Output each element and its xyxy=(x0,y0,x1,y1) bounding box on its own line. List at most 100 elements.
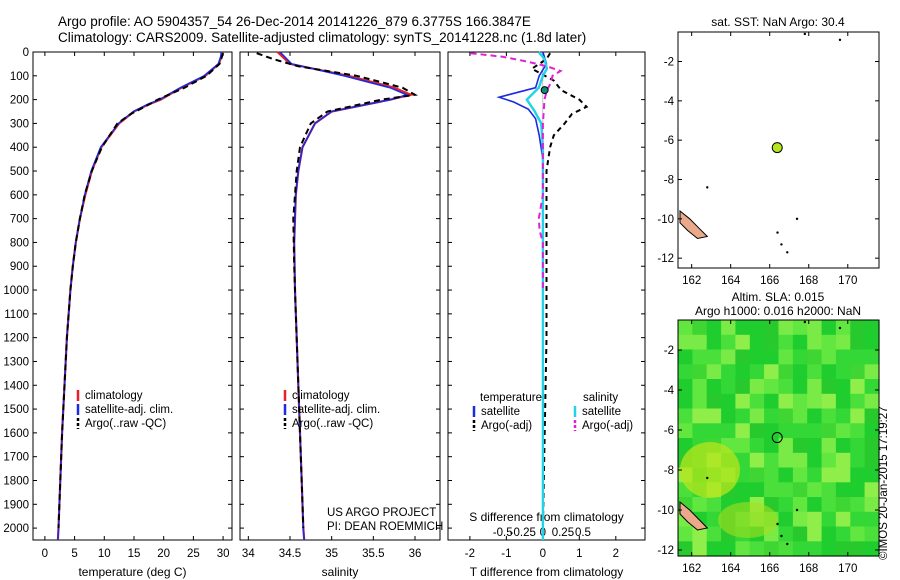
sla-cell xyxy=(792,511,808,528)
sla-cell xyxy=(778,541,794,557)
sla-cell xyxy=(792,364,808,380)
y-tick-label: -2 xyxy=(664,57,674,69)
pi-annotation: PI: DEAN ROEMMICH xyxy=(327,521,443,533)
sla-cell xyxy=(749,408,765,424)
sst-map-title: sat. SST: NaN Argo: 30.4 xyxy=(711,15,845,29)
sla-cell xyxy=(807,334,823,351)
sla-cell xyxy=(706,526,722,542)
x-tick-label: 15 xyxy=(128,548,141,560)
island-land xyxy=(679,500,709,531)
sla-cell xyxy=(692,334,708,351)
islet xyxy=(780,243,783,246)
sla-cell xyxy=(749,438,765,454)
sla-cell xyxy=(835,364,851,380)
sla-cell xyxy=(706,334,722,351)
sla-cell xyxy=(850,452,866,469)
sla-map-title-2: Argo h1000: 0.016 h2000: NaN xyxy=(695,304,861,318)
x-tick-label: 168 xyxy=(799,563,818,575)
float-position-marker xyxy=(771,142,783,154)
sla-cell xyxy=(749,467,765,483)
sla-cell xyxy=(764,349,780,365)
sla-cell xyxy=(835,467,851,483)
sla-cell xyxy=(764,379,780,395)
sla-cell xyxy=(778,349,794,365)
sla-cell xyxy=(807,452,823,469)
series-line-temperature-satellite xyxy=(496,51,548,540)
islet xyxy=(803,32,807,36)
sla-cell xyxy=(706,423,722,439)
sla-cell xyxy=(850,511,866,528)
sla-cell xyxy=(864,423,880,439)
sla-cell xyxy=(807,541,823,557)
sla-cell xyxy=(807,393,823,410)
x-tick-label: 0 xyxy=(42,548,48,560)
legend-label: Argo(-adj) xyxy=(582,420,633,432)
sla-cell xyxy=(706,408,722,424)
sla-cell xyxy=(721,393,737,410)
sla-cell xyxy=(850,408,866,424)
sla-cell xyxy=(792,379,808,395)
islet xyxy=(795,508,799,512)
sla-cell xyxy=(764,423,780,439)
sla-cell xyxy=(807,408,823,424)
sla-cell xyxy=(692,541,708,557)
legend-label: satellite-adj. clim. xyxy=(292,404,380,416)
x-tick-label: 20 xyxy=(157,548,170,560)
sla-cell xyxy=(735,482,751,498)
sla-cell xyxy=(807,511,823,528)
sla-cell xyxy=(678,379,693,395)
x-tick-label: 162 xyxy=(682,275,701,287)
sla-map-panel: 162 164 166 168 170 -2 -4 -6 -8 -10 -12 Altim. SLA:… xyxy=(657,290,880,575)
sla-cell xyxy=(749,482,765,498)
sla-cell xyxy=(850,526,866,542)
sla-cell xyxy=(764,364,780,380)
sla-cell xyxy=(749,334,765,351)
sla-cell xyxy=(735,379,751,395)
sla-cell xyxy=(692,364,708,380)
series-line-argo-raw-qc- xyxy=(57,52,225,529)
sla-cell xyxy=(821,423,837,439)
sla-cell xyxy=(792,320,808,336)
x-tick-label: 170 xyxy=(838,275,857,287)
sla-cell xyxy=(764,334,780,351)
islet xyxy=(803,320,807,324)
sla-cell xyxy=(835,526,851,542)
sla-cell xyxy=(850,423,866,439)
x-tick-label: 166 xyxy=(760,563,779,575)
y-tick-label: -6 xyxy=(664,425,674,437)
sla-cell xyxy=(835,438,851,454)
sla-cell xyxy=(864,379,880,395)
y-tick-label: -4 xyxy=(664,385,675,397)
sla-cell xyxy=(864,408,880,424)
sla-cell xyxy=(692,423,708,439)
sla-cell xyxy=(749,452,765,469)
sla-cell xyxy=(850,349,866,365)
plot-frame xyxy=(32,51,233,541)
sla-cell xyxy=(735,349,751,365)
sla-cell xyxy=(821,364,837,380)
sla-cell xyxy=(764,452,780,469)
imos-timestamp: ©IMOS 20-Jan-2015 17:19:27 xyxy=(878,406,890,560)
header-line-1: Argo profile: AO 5904357_54 26-Dec-2014 … xyxy=(58,14,531,29)
sla-cell xyxy=(735,334,751,351)
s-axis-label: S difference from climatology xyxy=(469,510,624,524)
sla-cell xyxy=(850,393,866,410)
sla-cell xyxy=(721,334,737,351)
y-tick-label: -10 xyxy=(657,214,674,226)
y-tick-label: 0 xyxy=(23,47,29,59)
sla-cell xyxy=(850,438,866,454)
sla-cell xyxy=(735,393,751,410)
plot-frame xyxy=(447,51,646,541)
sla-cell xyxy=(807,320,823,336)
x-axis-label: T difference from climatology xyxy=(470,565,624,579)
series-line-salinity-argo-adj- xyxy=(470,52,563,290)
series-line-argo-raw-qc- xyxy=(256,52,419,529)
legend-label: Argo(-adj) xyxy=(481,420,532,432)
s-tick-label: 0.5 xyxy=(575,527,591,539)
sla-cell xyxy=(749,364,765,380)
x-tick-label: 164 xyxy=(721,563,741,575)
sla-cell xyxy=(778,497,794,513)
sla-cell xyxy=(864,452,880,469)
sla-cell xyxy=(706,393,722,410)
x-tick-label: 166 xyxy=(760,275,779,287)
